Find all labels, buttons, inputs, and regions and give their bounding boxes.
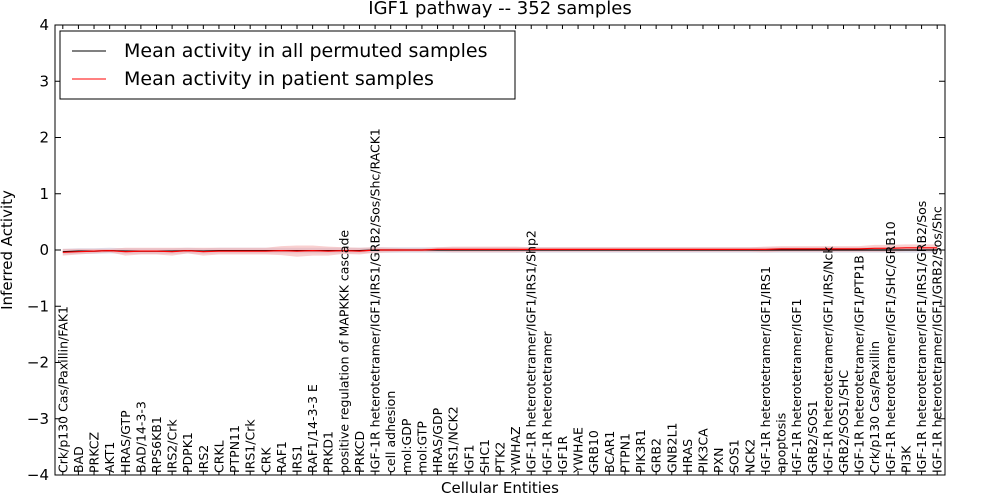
- category-label: PRKD1: [321, 431, 336, 473]
- category-label: IGF-1R heterotetramer/IGF1/IRS/Nck: [820, 246, 835, 473]
- category-label: PI3K: [899, 445, 914, 473]
- category-label: PIK3R1: [633, 429, 648, 473]
- category-label: PIK3CA: [696, 428, 711, 473]
- x-axis: Crk/p130 Cas/Paxillin/FAK1 BAD PRKCZ AKT1 HR…: [55, 25, 945, 475]
- category-label: PTK2: [493, 442, 508, 473]
- category-label: IRS1/Crk: [243, 419, 258, 473]
- category-label: IGF-1R heterotetramer: [539, 330, 554, 473]
- y-tick-label: 0: [39, 241, 49, 259]
- category-label: HRAS/GDP: [430, 407, 445, 473]
- category-label: RAF1/14-3-3 E: [305, 384, 320, 473]
- y-axis-label: Inferred Activity: [0, 190, 16, 310]
- category-label: IGF1R: [555, 435, 570, 473]
- category-label: IGF-1R heterotetramer/IGF1/IRS1/GRB2/Sos…: [368, 128, 383, 473]
- category-label: GNB2L1: [664, 423, 679, 473]
- category-label: mol:GTP: [414, 421, 429, 473]
- y-tick-label: −1: [27, 297, 49, 315]
- category-label: HRAS/GTP: [118, 410, 133, 473]
- category-label: BAD: [71, 446, 86, 473]
- x-axis-label: Cellular Entities: [441, 479, 559, 497]
- category-label: CRKL: [211, 440, 226, 473]
- category-label: GRB2: [649, 438, 664, 473]
- y-tick-label: −4: [27, 466, 49, 484]
- category-label: IRS1/NCK2: [446, 406, 461, 473]
- category-label: IGF-1R heterotetramer/IGF1/IRS1/GRB2/Sos: [914, 201, 929, 473]
- category-label: YWHAE: [571, 427, 586, 474]
- y-tick-label: 3: [39, 72, 49, 90]
- category-label: PRKCZ: [87, 432, 102, 473]
- category-label: IGF1: [461, 444, 476, 473]
- category-label: RAF1: [274, 441, 289, 473]
- category-label: apoptosis: [774, 413, 789, 473]
- category-label: YWHAZ: [508, 426, 523, 474]
- category-label: BCAR1: [602, 431, 617, 473]
- category-label: IGF-1R heterotetramer/IGF1/IRS1: [758, 266, 773, 473]
- category-label: mol:GDP: [399, 418, 414, 473]
- plot-area: [62, 244, 938, 257]
- y-tick-label: 4: [39, 16, 49, 34]
- category-label: BAD/14-3-3: [133, 401, 148, 473]
- legend: Mean activity in all permuted samples Me…: [59, 30, 516, 100]
- category-label: IGF-1R heterotetramer/IGF1/GRB2/Sos/Shc: [930, 206, 945, 473]
- y-axis: −4 −3 −2 −1 0 1 2 3 4: [27, 16, 945, 484]
- series-line-patient: [62, 247, 938, 253]
- category-label: IRS1: [290, 445, 305, 473]
- category-label: IGF-1R heterotetramer/IGF1/IRS1/Shp2: [524, 230, 539, 473]
- chart-title: IGF1 pathway -- 352 samples: [368, 0, 631, 19]
- category-label: GRB2/SOS1/SHC: [836, 370, 851, 473]
- category-label: PTPN1: [617, 433, 632, 473]
- legend-label-permuted: Mean activity in all permuted samples: [124, 40, 487, 62]
- category-label: PTPN11: [227, 425, 242, 473]
- category-label: GRB10: [586, 430, 601, 473]
- category-label: HRAS: [680, 439, 695, 473]
- category-label: IGF-1R heterotetramer/IGF1: [789, 299, 804, 473]
- category-label: Crk/p130 Cas/Paxillin: [867, 341, 882, 473]
- y-tick-label: 1: [39, 185, 49, 203]
- category-label: NCK2: [742, 439, 757, 473]
- category-label: IGF-1R heterotetramer/IGF1/PTP1B: [852, 255, 867, 473]
- category-label: RPS6KB1: [149, 416, 164, 473]
- category-label: AKT1: [102, 442, 117, 473]
- legend-box: [59, 30, 516, 100]
- category-label: PXN: [711, 448, 726, 473]
- category-label: SHC1: [477, 439, 492, 473]
- y-tick-label: 2: [39, 129, 49, 147]
- category-label: positive regulation of MAPKKK cascade: [336, 230, 351, 473]
- category-label: GRB2/SOS1: [805, 400, 820, 473]
- category-label: SOS1: [727, 439, 742, 473]
- category-label: cell adhesion: [383, 391, 398, 473]
- category-label: CRK: [258, 447, 273, 473]
- y-tick-label: −3: [27, 410, 49, 428]
- category-label: IGF-1R heterotetramer/IGF1/SHC/GRB10: [883, 221, 898, 473]
- y-tick-label: −2: [27, 354, 49, 372]
- category-label: Crk/p130 Cas/Paxillin/FAK1: [55, 306, 70, 473]
- legend-label-patient: Mean activity in patient samples: [124, 68, 434, 90]
- category-label: IRS2/Crk: [165, 419, 180, 473]
- category-label: PRKCD: [352, 431, 367, 473]
- category-label: IRS2: [196, 445, 211, 473]
- category-label: PDPK1: [180, 432, 195, 473]
